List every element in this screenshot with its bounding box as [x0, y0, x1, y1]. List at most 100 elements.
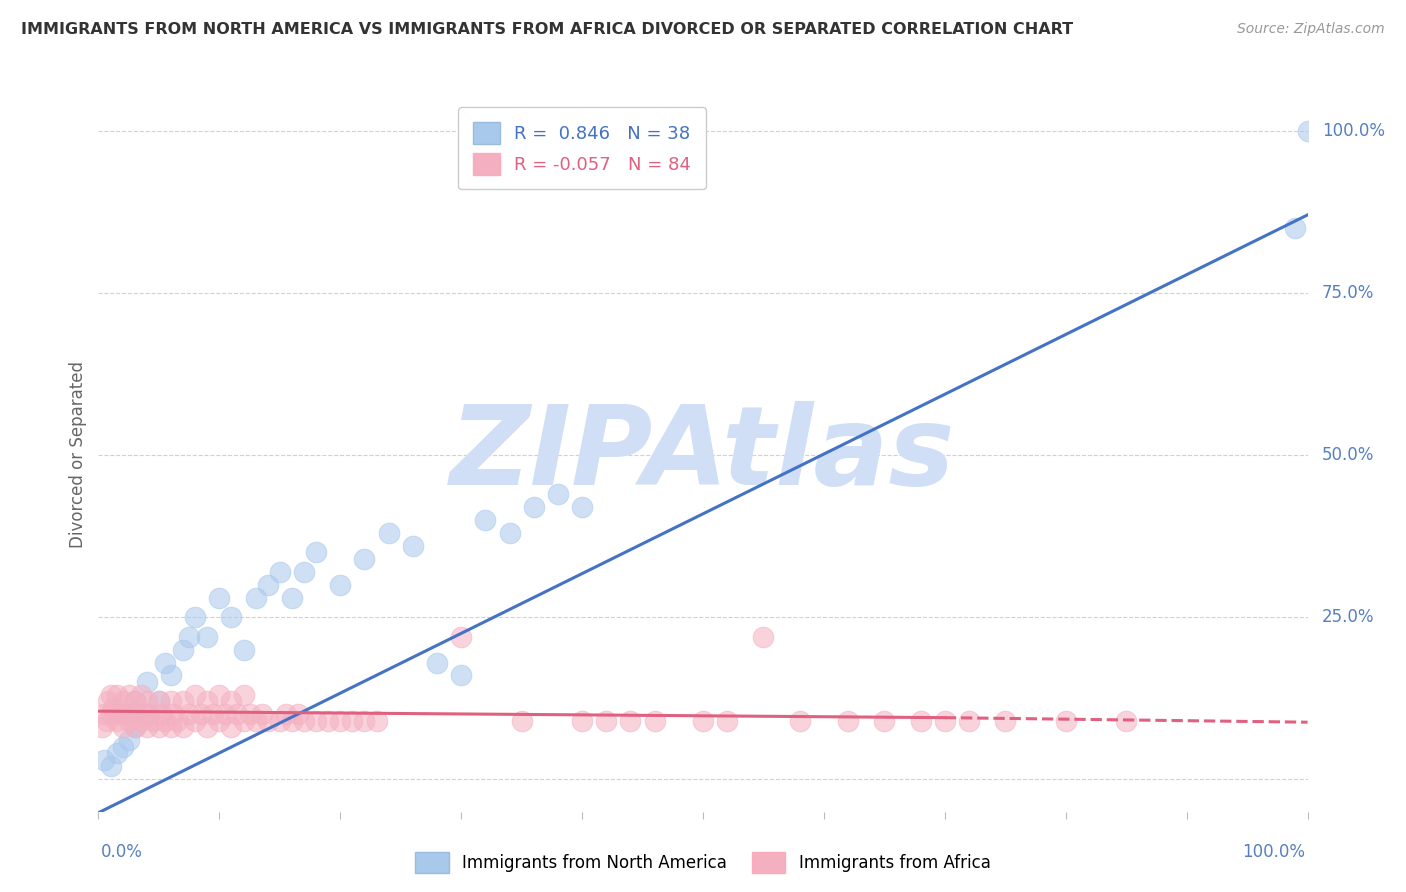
Point	[571, 500, 593, 514]
Text: IMMIGRANTS FROM NORTH AMERICA VS IMMIGRANTS FROM AFRICA DIVORCED OR SEPARATED CO: IMMIGRANTS FROM NORTH AMERICA VS IMMIGRA…	[21, 22, 1073, 37]
Point	[195, 630, 218, 644]
Point	[177, 707, 201, 722]
Point	[510, 714, 533, 728]
Point	[172, 720, 194, 734]
Point	[256, 577, 278, 591]
Point	[150, 707, 173, 722]
Text: 100.0%: 100.0%	[1241, 843, 1305, 861]
Point	[377, 525, 399, 540]
Point	[135, 720, 157, 734]
Point	[287, 707, 309, 722]
Text: ZIPAtlas: ZIPAtlas	[450, 401, 956, 508]
Point	[256, 714, 278, 728]
Point	[837, 714, 859, 728]
Text: 50.0%: 50.0%	[1322, 446, 1375, 464]
Point	[127, 707, 149, 722]
Point	[239, 707, 262, 722]
Point	[342, 714, 364, 728]
Point	[111, 739, 134, 754]
Point	[292, 714, 315, 728]
Point	[329, 714, 352, 728]
Point	[245, 591, 267, 605]
Point	[195, 694, 218, 708]
Point	[208, 688, 231, 702]
Point	[595, 714, 617, 728]
Point	[195, 720, 218, 734]
Point	[994, 714, 1017, 728]
Point	[957, 714, 980, 728]
Point	[118, 733, 141, 747]
Point	[450, 668, 472, 682]
Point	[160, 720, 183, 734]
Point	[232, 642, 254, 657]
Point	[202, 707, 225, 722]
Point	[135, 694, 157, 708]
Point	[105, 688, 128, 702]
Legend: Immigrants from North America, Immigrants from Africa: Immigrants from North America, Immigrant…	[409, 846, 997, 880]
Point	[281, 714, 304, 728]
Point	[1115, 714, 1137, 728]
Point	[148, 694, 170, 708]
Point	[281, 591, 304, 605]
Point	[232, 714, 254, 728]
Point	[245, 714, 267, 728]
Point	[162, 707, 184, 722]
Point	[96, 714, 118, 728]
Point	[134, 707, 156, 722]
Point	[1054, 714, 1077, 728]
Point	[523, 500, 546, 514]
Point	[129, 714, 152, 728]
Point	[124, 720, 146, 734]
Point	[118, 688, 141, 702]
Point	[221, 720, 243, 734]
Point	[153, 714, 176, 728]
Point	[190, 707, 212, 722]
Legend: R =  0.846   N = 38, R = -0.057   N = 84: R = 0.846 N = 38, R = -0.057 N = 84	[458, 107, 706, 189]
Point	[138, 707, 160, 722]
Point	[571, 714, 593, 728]
Point	[111, 720, 134, 734]
Point	[93, 707, 115, 722]
Point	[353, 714, 375, 728]
Point	[269, 565, 291, 579]
Point	[97, 694, 120, 708]
Point	[124, 694, 146, 708]
Point	[114, 707, 136, 722]
Text: 25.0%: 25.0%	[1322, 608, 1375, 626]
Point	[316, 714, 339, 728]
Point	[644, 714, 666, 728]
Point	[111, 694, 134, 708]
Point	[402, 539, 425, 553]
Y-axis label: Divorced or Separated: Divorced or Separated	[69, 361, 87, 549]
Text: 100.0%: 100.0%	[1322, 121, 1385, 139]
Point	[148, 694, 170, 708]
Point	[129, 688, 152, 702]
Point	[100, 688, 122, 702]
Text: Source: ZipAtlas.com: Source: ZipAtlas.com	[1237, 22, 1385, 37]
Point	[450, 630, 472, 644]
Point	[366, 714, 388, 728]
Point	[292, 565, 315, 579]
Point	[329, 577, 352, 591]
Point	[208, 714, 231, 728]
Point	[172, 642, 194, 657]
Point	[160, 694, 183, 708]
Point	[716, 714, 738, 728]
Point	[226, 707, 249, 722]
Point	[353, 551, 375, 566]
Point	[105, 714, 128, 728]
Point	[498, 525, 520, 540]
Point	[692, 714, 714, 728]
Point	[121, 707, 143, 722]
Point	[1296, 123, 1319, 137]
Point	[135, 675, 157, 690]
Point	[184, 688, 207, 702]
Point	[124, 694, 146, 708]
Point	[221, 694, 243, 708]
Point	[214, 707, 236, 722]
Point	[305, 545, 328, 559]
Point	[934, 714, 956, 728]
Point	[873, 714, 896, 728]
Point	[100, 707, 122, 722]
Point	[93, 753, 115, 767]
